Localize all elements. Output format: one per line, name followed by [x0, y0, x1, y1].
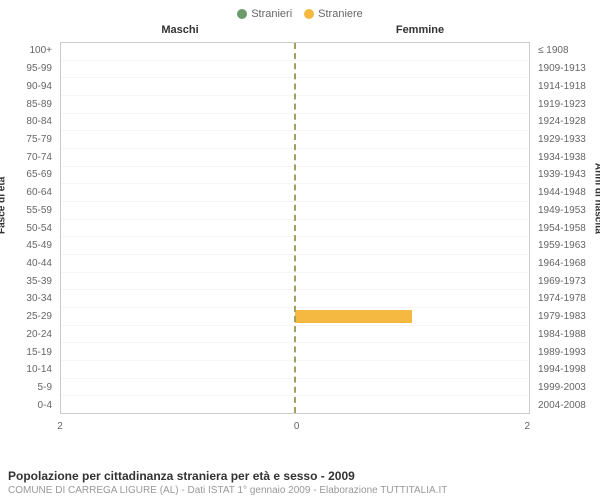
y-tick-birth: 1974-1978 [534, 290, 600, 308]
y-tick-age: 55-59 [0, 201, 56, 219]
footer-subtitle: COMUNE DI CARREGA LIGURE (AL) - Dati IST… [8, 485, 592, 496]
y-tick-age: 50-54 [0, 219, 56, 237]
y-tick-birth: 1999-2003 [534, 379, 600, 397]
y-tick-age: 35-39 [0, 272, 56, 290]
y-tick-age: 65-69 [0, 166, 56, 184]
y-tick-birth: 1989-1993 [534, 343, 600, 361]
y-tick-age: 40-44 [0, 255, 56, 273]
y-axis-left: 100+95-9990-9485-8980-8475-7970-7465-696… [0, 42, 56, 414]
y-tick-birth: 1969-1973 [534, 272, 600, 290]
footer: Popolazione per cittadinanza straniera p… [8, 469, 592, 496]
y-tick-birth: ≤ 1908 [534, 42, 600, 60]
y-tick-age: 15-19 [0, 343, 56, 361]
x-axis: 2 0 2 [60, 421, 530, 432]
y-tick-birth: 1964-1968 [534, 255, 600, 273]
y-tick-age: 25-29 [0, 308, 56, 326]
y-tick-age: 0-4 [0, 396, 56, 414]
chart: Maschi Femmine Fasce di età Anni di nasc… [0, 24, 600, 444]
y-tick-birth: 1994-1998 [534, 361, 600, 379]
y-tick-birth: 1984-1988 [534, 326, 600, 344]
column-header-male: Maschi [0, 24, 300, 36]
footer-title: Popolazione per cittadinanza straniera p… [8, 469, 592, 483]
y-tick-age: 5-9 [0, 379, 56, 397]
legend-label-male: Stranieri [251, 8, 292, 20]
y-tick-birth: 1949-1953 [534, 201, 600, 219]
y-tick-age: 30-34 [0, 290, 56, 308]
y-tick-birth: 1924-1928 [534, 113, 600, 131]
legend-label-female: Straniere [318, 8, 363, 20]
y-tick-age: 85-89 [0, 95, 56, 113]
center-axis-line [294, 43, 296, 413]
y-tick-birth: 1944-1948 [534, 184, 600, 202]
x-tick: 0 [294, 421, 300, 432]
y-tick-birth: 1979-1983 [534, 308, 600, 326]
y-tick-birth: 1954-1958 [534, 219, 600, 237]
y-tick-birth: 1909-1913 [534, 60, 600, 78]
legend: Stranieri Straniere [0, 0, 600, 24]
legend-dot-male [237, 9, 247, 19]
y-tick-age: 10-14 [0, 361, 56, 379]
y-tick-age: 60-64 [0, 184, 56, 202]
y-tick-birth: 1929-1933 [534, 131, 600, 149]
y-tick-age: 90-94 [0, 77, 56, 95]
legend-dot-female [304, 9, 314, 19]
plot-area [60, 42, 530, 414]
y-tick-age: 20-24 [0, 326, 56, 344]
y-tick-birth: 1919-1923 [534, 95, 600, 113]
column-header-female: Femmine [300, 24, 600, 36]
y-tick-age: 100+ [0, 42, 56, 60]
y-tick-birth: 1959-1963 [534, 237, 600, 255]
y-tick-birth: 2004-2008 [534, 396, 600, 414]
bar-female [295, 310, 412, 323]
y-tick-age: 80-84 [0, 113, 56, 131]
x-tick: 2 [524, 421, 530, 432]
column-headers: Maschi Femmine [0, 24, 600, 36]
legend-item-female: Straniere [304, 8, 363, 20]
legend-item-male: Stranieri [237, 8, 292, 20]
x-tick: 2 [57, 421, 63, 432]
y-tick-age: 70-74 [0, 148, 56, 166]
y-tick-birth: 1939-1943 [534, 166, 600, 184]
y-tick-age: 45-49 [0, 237, 56, 255]
y-tick-birth: 1934-1938 [534, 148, 600, 166]
y-tick-birth: 1914-1918 [534, 77, 600, 95]
y-tick-age: 75-79 [0, 131, 56, 149]
y-tick-age: 95-99 [0, 60, 56, 78]
y-axis-right: ≤ 19081909-19131914-19181919-19231924-19… [534, 42, 600, 414]
